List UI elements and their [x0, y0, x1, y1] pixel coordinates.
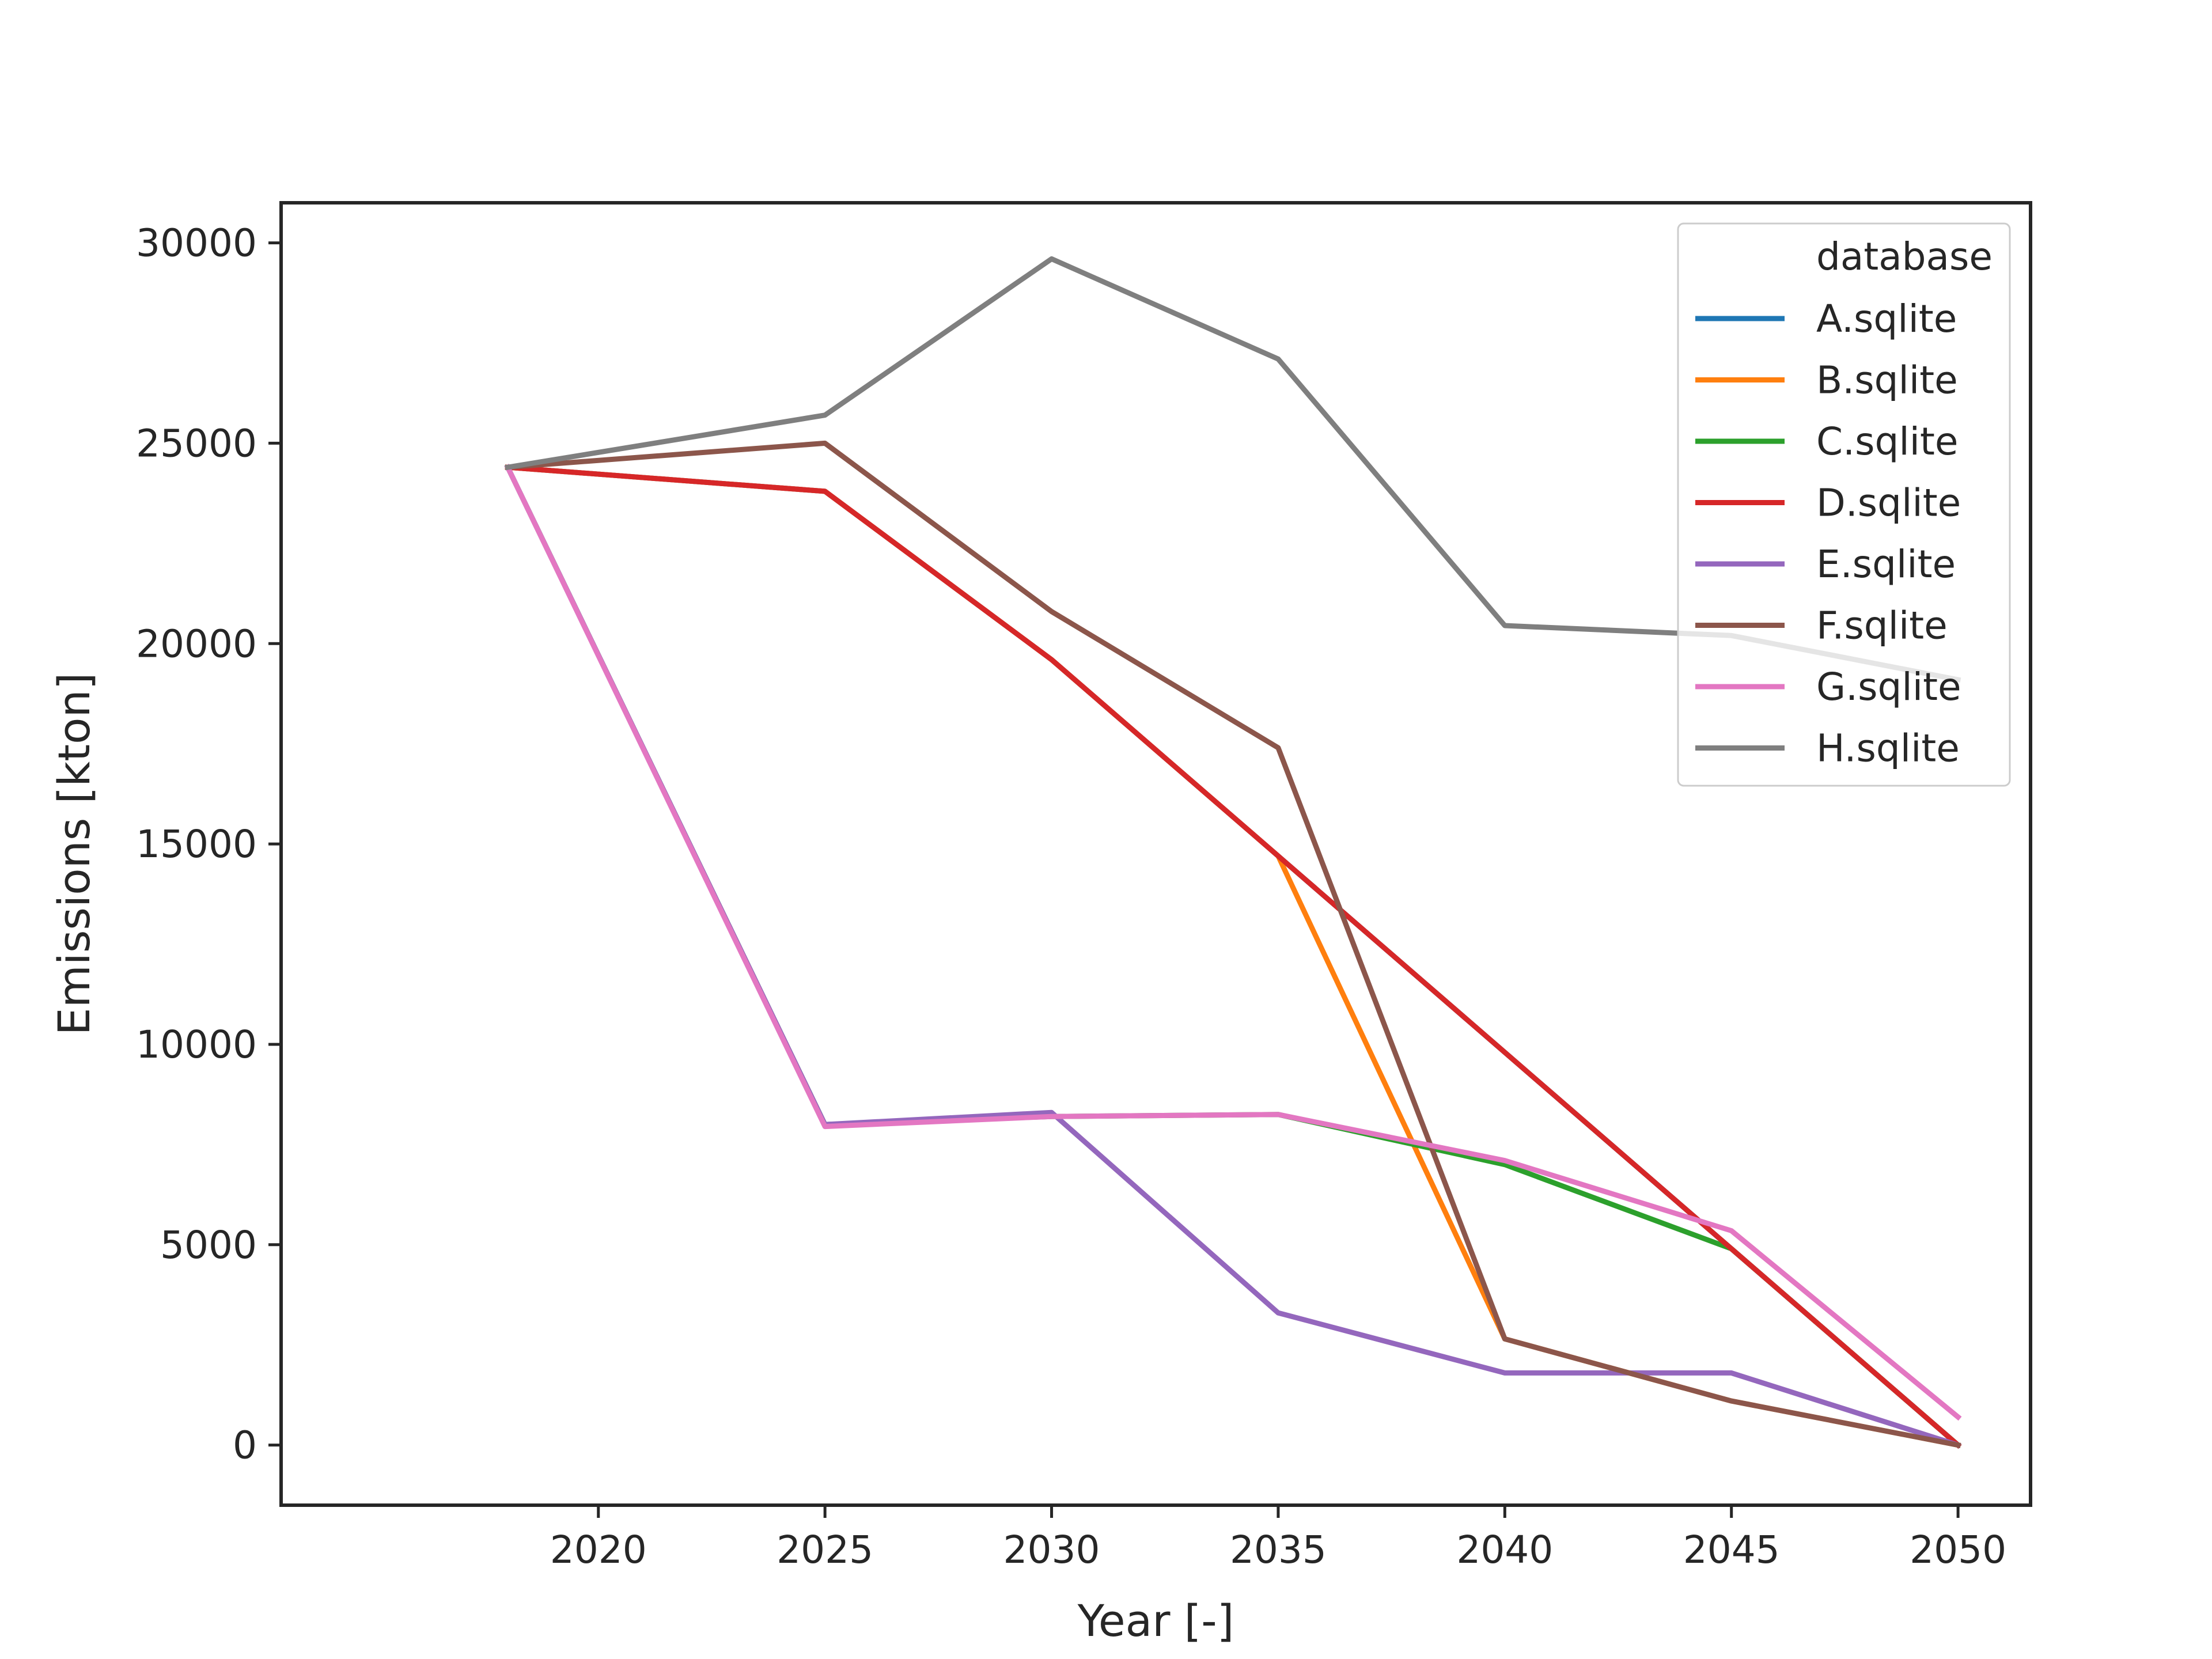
y-tick-label: 25000 [136, 421, 257, 465]
legend: database A.sqlite B.sqlite C.sqlite D.sqlite… [1677, 222, 2011, 787]
x-tick-label: 2050 [1910, 1528, 2006, 1572]
y-tick-label: 5000 [160, 1223, 257, 1267]
legend-label-g-sqlite: G.sqlite [1816, 665, 1961, 709]
legend-label-a-sqlite: A.sqlite [1816, 297, 1957, 341]
y-tick-label: 0 [233, 1423, 257, 1468]
y-tick-label: 20000 [136, 622, 257, 666]
legend-label-d-sqlite: D.sqlite [1816, 481, 1961, 525]
y-tick-label: 15000 [136, 822, 257, 866]
legend-title: database [1816, 234, 1993, 279]
legend-label-c-sqlite: C.sqlite [1816, 419, 1959, 464]
legend-label-h-sqlite: H.sqlite [1816, 726, 1960, 771]
y-tick-label: 10000 [136, 1022, 257, 1067]
x-tick-label: 2045 [1683, 1528, 1780, 1572]
y-axis-title: Emissions [kton] [48, 673, 100, 1036]
x-axis-title: Year [-] [1077, 1595, 1234, 1646]
legend-box [1677, 222, 2011, 787]
x-tick-label: 2030 [1003, 1528, 1100, 1572]
x-tick-label: 2035 [1230, 1528, 1327, 1572]
series-line-f-sqlite [505, 440, 1961, 1448]
x-tick-label: 2020 [550, 1528, 647, 1572]
legend-label-e-sqlite: E.sqlite [1816, 542, 1956, 586]
series-line-d-sqlite [505, 464, 1962, 1449]
x-tick-label: 2025 [777, 1528, 873, 1572]
x-tick-label: 2040 [1456, 1528, 1553, 1572]
series-layer [504, 256, 1962, 1449]
series-line-g-sqlite [504, 464, 1962, 1421]
y-tick-label: 30000 [136, 221, 257, 266]
legend-label-f-sqlite: F.sqlite [1816, 604, 1948, 648]
plot-frame [279, 201, 2032, 1507]
axes-layer: 2020 2025 2030 2035 2040 2045 2050 0 5000 10000 15… [48, 201, 2032, 1646]
legend-label-b-sqlite: B.sqlite [1816, 358, 1958, 403]
